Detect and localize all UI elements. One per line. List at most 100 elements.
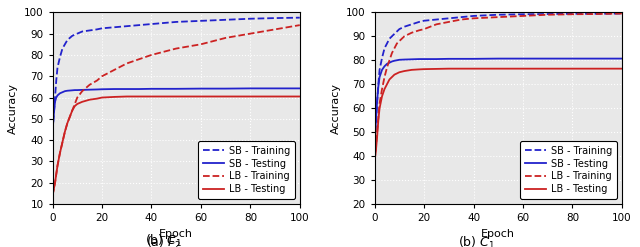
SB - Testing bbox=[470, 57, 477, 60]
SB - Training bbox=[50, 113, 58, 116]
LB - Training bbox=[123, 62, 131, 65]
LB - Training bbox=[374, 116, 382, 119]
SB - Testing bbox=[93, 88, 101, 91]
LB - Training bbox=[593, 13, 601, 16]
LB - Testing bbox=[52, 173, 60, 176]
LB - Testing bbox=[54, 164, 61, 167]
SB - Training bbox=[172, 21, 180, 23]
SB - Training bbox=[296, 16, 303, 19]
LB - Training bbox=[52, 173, 60, 176]
SB - Training bbox=[470, 14, 477, 17]
SB - Testing bbox=[61, 90, 68, 93]
SB - Testing bbox=[371, 140, 378, 143]
SB - Testing bbox=[54, 94, 61, 97]
SB - Training bbox=[386, 37, 394, 40]
LB - Training bbox=[54, 164, 61, 167]
LB - Testing bbox=[197, 95, 205, 98]
SB - Testing bbox=[420, 58, 428, 61]
LB - Testing bbox=[148, 95, 156, 98]
LB - Training bbox=[68, 109, 76, 112]
SB - Testing bbox=[52, 96, 60, 99]
SB - Training bbox=[197, 19, 205, 22]
LB - Training bbox=[222, 36, 230, 39]
SB - Testing bbox=[544, 57, 552, 60]
SB - Testing bbox=[376, 76, 383, 79]
LB - Training bbox=[135, 58, 143, 61]
SB - Training bbox=[393, 30, 401, 33]
LB - Testing bbox=[296, 95, 303, 98]
LB - Testing bbox=[66, 115, 74, 118]
Line: SB - Training: SB - Training bbox=[52, 18, 300, 132]
LB - Training bbox=[381, 76, 388, 79]
SB - Training bbox=[519, 13, 527, 16]
SB - Training bbox=[51, 96, 59, 99]
SB - Testing bbox=[148, 87, 156, 90]
LB - Testing bbox=[61, 130, 68, 133]
SB - Testing bbox=[123, 87, 131, 90]
SB - Training bbox=[66, 36, 74, 39]
SB - Testing bbox=[296, 87, 303, 90]
SB - Training bbox=[378, 56, 386, 59]
SB - Testing bbox=[374, 85, 382, 88]
LB - Training bbox=[494, 16, 502, 19]
LB - Testing bbox=[519, 67, 527, 70]
LB - Testing bbox=[50, 188, 58, 191]
SB - Testing bbox=[172, 87, 180, 90]
LB - Training bbox=[246, 32, 254, 35]
LB - Testing bbox=[593, 67, 601, 70]
LB - Training bbox=[470, 17, 477, 20]
LB - Training bbox=[86, 83, 93, 86]
Y-axis label: Accuracy: Accuracy bbox=[8, 83, 19, 134]
LB - Training bbox=[544, 13, 552, 16]
LB - Training bbox=[51, 181, 59, 184]
SB - Training bbox=[390, 32, 398, 35]
LB - Testing bbox=[111, 95, 118, 98]
Line: LB - Testing: LB - Testing bbox=[374, 69, 622, 161]
SB - Testing bbox=[393, 59, 401, 62]
LB - Training bbox=[386, 59, 394, 62]
LB - Testing bbox=[415, 68, 423, 71]
SB - Training bbox=[63, 39, 71, 41]
LB - Testing bbox=[93, 97, 101, 100]
SB - Testing bbox=[494, 57, 502, 60]
SB - Training bbox=[222, 18, 230, 21]
SB - Training bbox=[458, 16, 465, 19]
X-axis label: Epoch: Epoch bbox=[159, 229, 193, 239]
LB - Testing bbox=[388, 76, 396, 79]
LB - Training bbox=[66, 115, 74, 118]
SB - Training bbox=[56, 56, 64, 59]
SB - Training bbox=[388, 35, 396, 38]
LB - Testing bbox=[56, 151, 64, 154]
SB - Testing bbox=[51, 100, 59, 103]
LB - Testing bbox=[123, 95, 131, 98]
SB - Training bbox=[98, 27, 106, 30]
Line: LB - Training: LB - Training bbox=[374, 14, 622, 161]
LB - Training bbox=[393, 42, 401, 45]
SB - Testing bbox=[390, 59, 398, 62]
LB - Training bbox=[98, 75, 106, 78]
LB - Testing bbox=[373, 136, 381, 139]
LB - Testing bbox=[445, 67, 452, 70]
Text: (b) $C_1$: (b) $C_1$ bbox=[458, 235, 495, 247]
SB - Training bbox=[396, 28, 403, 31]
LB - Testing bbox=[378, 95, 386, 98]
SB - Training bbox=[420, 19, 428, 22]
Legend: SB - Training, SB - Testing, LB - Training, LB - Testing: SB - Training, SB - Testing, LB - Traini… bbox=[520, 141, 617, 199]
SB - Training bbox=[383, 42, 391, 45]
LB - Testing bbox=[396, 71, 403, 74]
LB - Training bbox=[296, 24, 303, 27]
SB - Testing bbox=[68, 89, 76, 92]
SB - Testing bbox=[519, 57, 527, 60]
SB - Testing bbox=[373, 100, 381, 103]
SB - Testing bbox=[568, 57, 576, 60]
LB - Testing bbox=[49, 194, 56, 197]
LB - Training bbox=[93, 79, 101, 82]
LB - Training bbox=[56, 151, 64, 154]
LB - Testing bbox=[246, 95, 254, 98]
LB - Training bbox=[519, 14, 527, 17]
SB - Training bbox=[54, 66, 61, 69]
SB - Testing bbox=[381, 65, 388, 68]
LB - Testing bbox=[393, 72, 401, 75]
SB - Testing bbox=[135, 87, 143, 90]
LB - Testing bbox=[74, 103, 81, 105]
